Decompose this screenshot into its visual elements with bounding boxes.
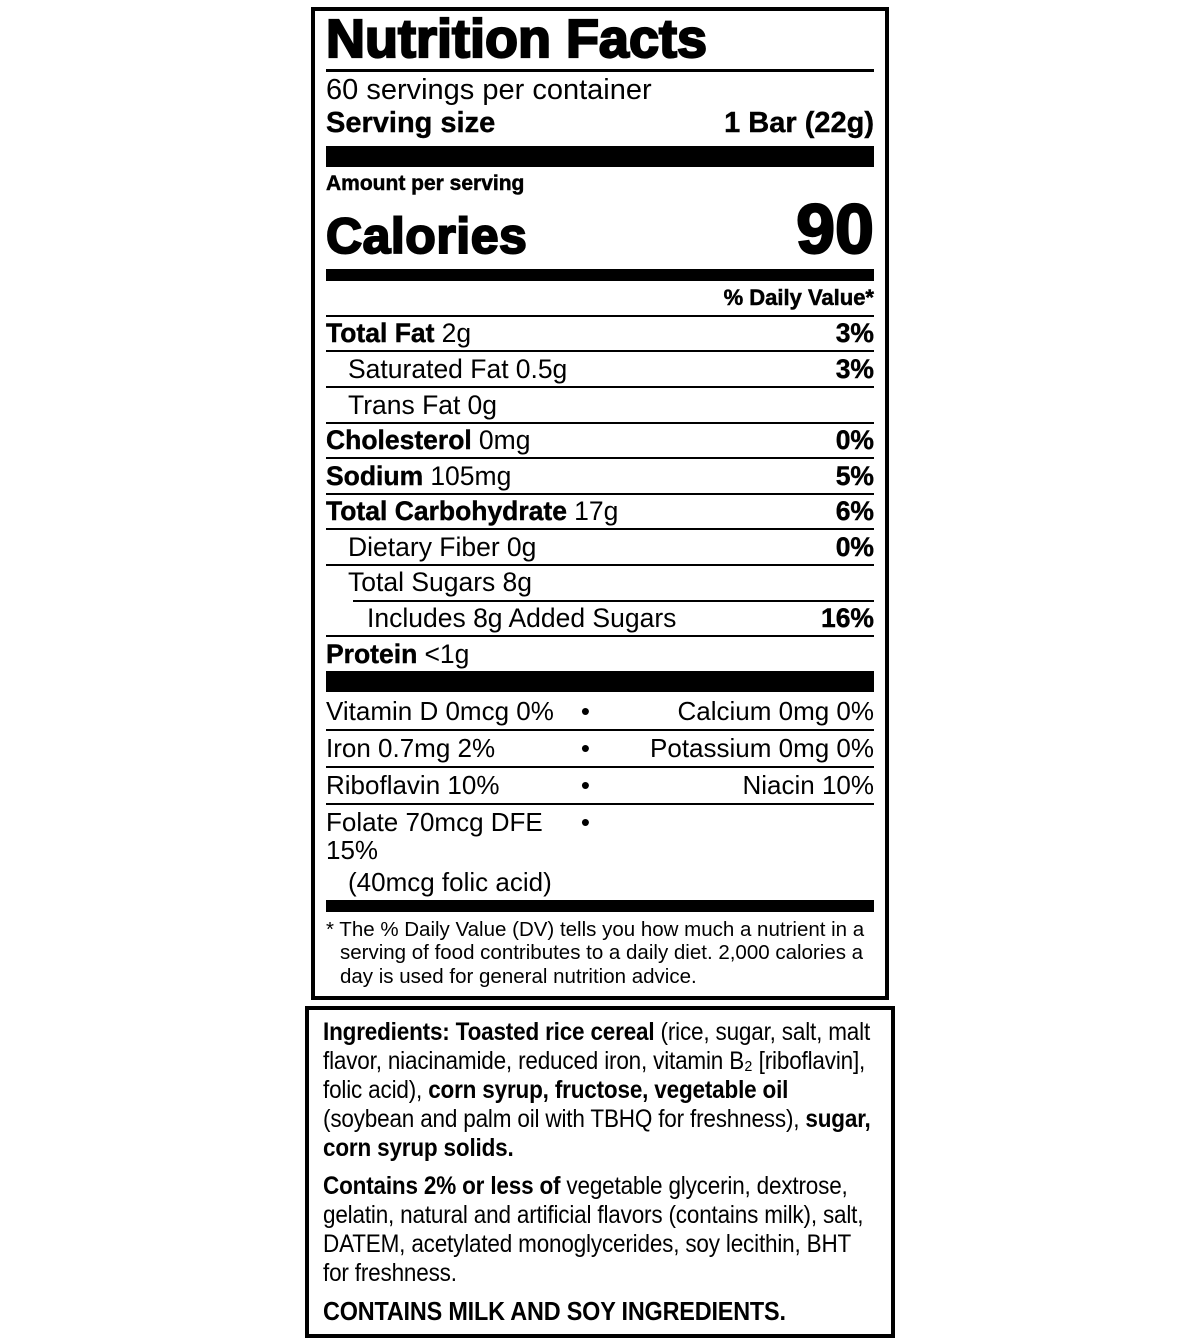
servings-per-container: 60 servings per container — [326, 73, 652, 106]
nutrient-row-sodium: Sodium 105mg 5% — [326, 457, 874, 493]
bullet-separator: • — [580, 732, 590, 763]
nutrient-name: Trans Fat — [348, 389, 461, 420]
bullet-separator: • — [580, 806, 590, 837]
micronutrient-right: Potassium 0mg 0% — [650, 732, 874, 763]
section-bar-thick — [326, 146, 874, 168]
nutrient-dv: 16% — [820, 603, 874, 633]
nutrient-amount: 0.5g — [515, 353, 568, 384]
micronutrient-left: Vitamin D 0mcg 0% — [326, 695, 554, 726]
micronutrient-row-riboflavin-niacin: Riboflavin 10% • Niacin 10% — [326, 765, 874, 803]
nutrient-amount: 17g — [574, 496, 619, 527]
calories-row: Calories 90 — [325, 190, 875, 269]
nutrient-amount: 105mg — [430, 460, 512, 491]
nutrient-row-added-sugars: Includes 8g Added Sugars 16% — [353, 599, 874, 636]
micronutrient-left: Folate 70mcg DFE 15% — [326, 806, 543, 865]
nutrient-name: Cholesterol — [326, 425, 472, 456]
bullet-separator: • — [580, 695, 590, 726]
nutrient-name: Total Fat — [326, 318, 435, 349]
bullet-separator: • — [580, 769, 590, 800]
amount-per-serving-label: Amount per serving — [326, 172, 525, 196]
micronutrient-left: Iron 0.7mg 2% — [326, 732, 496, 763]
nutrient-row-protein: Protein <1g — [326, 635, 874, 671]
micronutrient-row-vitamin-d-calcium: Vitamin D 0mcg 0% • Calcium 0mg 0% — [326, 694, 874, 729]
micronutrient-left: Riboflavin 10% — [326, 769, 500, 800]
micronutrient-right: Calcium 0mg 0% — [677, 695, 874, 726]
nutrient-row-total-sugars: Total Sugars 8g — [326, 563, 874, 600]
nutrient-name: Total Carbohydrate — [326, 496, 567, 527]
nutrient-name: Total Sugars — [348, 567, 496, 598]
ingredients-paragraph: Ingredients: Toasted rice cereal (rice, … — [323, 1018, 871, 1163]
nutrient-name: Saturated Fat — [348, 353, 509, 384]
contains-2-percent-paragraph: Contains 2% or less of vegetable glyceri… — [323, 1172, 864, 1288]
serving-size-label: Serving size — [326, 107, 496, 140]
nutrient-dv: 3% — [835, 318, 874, 349]
nutrient-name: Sodium — [326, 460, 424, 491]
nutrient-amount: 2g — [441, 318, 472, 349]
nutrient-amount: 0g — [506, 531, 537, 562]
daily-value-header: % Daily Value* — [723, 284, 874, 311]
nutrient-row-cholesterol: Cholesterol 0mg 0% — [326, 421, 874, 458]
serving-size-value: 1 Bar (22g) — [724, 107, 874, 140]
ingredients-panel: Ingredients: Toasted rice cereal (rice, … — [305, 1006, 895, 1338]
calories-value: 90 — [795, 190, 875, 269]
nutrient-dv: 0% — [835, 425, 874, 456]
serving-size-row: Serving size 1 Bar (22g) — [326, 106, 874, 146]
nutrient-row-trans-fat: Trans Fat 0g — [326, 386, 874, 422]
micronutrient-row-iron-potassium: Iron 0.7mg 2% • Potassium 0mg 0% — [326, 728, 874, 766]
nutrient-name: Includes 8g Added Sugars — [367, 603, 677, 633]
nutrient-dv: 5% — [835, 460, 874, 491]
nutrient-name: Protein — [326, 638, 418, 669]
calories-label: Calories — [325, 208, 528, 265]
nutrient-row-dietary-fiber: Dietary Fiber 0g 0% — [326, 528, 874, 564]
nutrient-row-total-carbohydrate: Total Carbohydrate 17g 6% — [326, 492, 874, 529]
nutrient-amount: <1g — [424, 638, 470, 669]
nutrient-dv: 0% — [835, 531, 874, 562]
micronutrient-left-sub: (40mcg folic acid) — [348, 867, 552, 898]
nutrient-row-total-fat: Total Fat 2g 3% — [326, 314, 874, 351]
allergen-statement: CONTAINS MILK AND SOY INGREDIENTS. — [323, 1296, 786, 1327]
nutrition-facts-title: Nutrition Facts — [325, 9, 708, 69]
daily-value-footnote: * The % Daily Value (DV) tells you how m… — [326, 918, 865, 988]
nutrient-dv: 6% — [835, 496, 874, 527]
micronutrient-row-folate: Folate 70mcg DFE 15% (40mcg folic acid) … — [326, 802, 874, 900]
nutrient-amount: 0mg — [478, 425, 531, 456]
nutrition-facts-panel: Nutrition Facts 60 servings per containe… — [311, 7, 889, 1001]
section-bar-thick — [326, 670, 874, 692]
micronutrient-right: Niacin 10% — [742, 769, 874, 800]
page-canvas: Nutrition Facts 60 servings per containe… — [305, 7, 895, 1338]
section-bar-medium — [326, 268, 874, 281]
nutrient-dv: 3% — [835, 353, 874, 384]
nutrient-amount: 8g — [502, 567, 532, 598]
nutrient-amount: 0g — [467, 389, 498, 420]
nutrient-name: Dietary Fiber — [348, 531, 500, 562]
nutrient-row-saturated-fat: Saturated Fat 0.5g 3% — [326, 350, 874, 386]
section-bar-medium — [326, 900, 874, 913]
title-divider — [326, 68, 874, 72]
